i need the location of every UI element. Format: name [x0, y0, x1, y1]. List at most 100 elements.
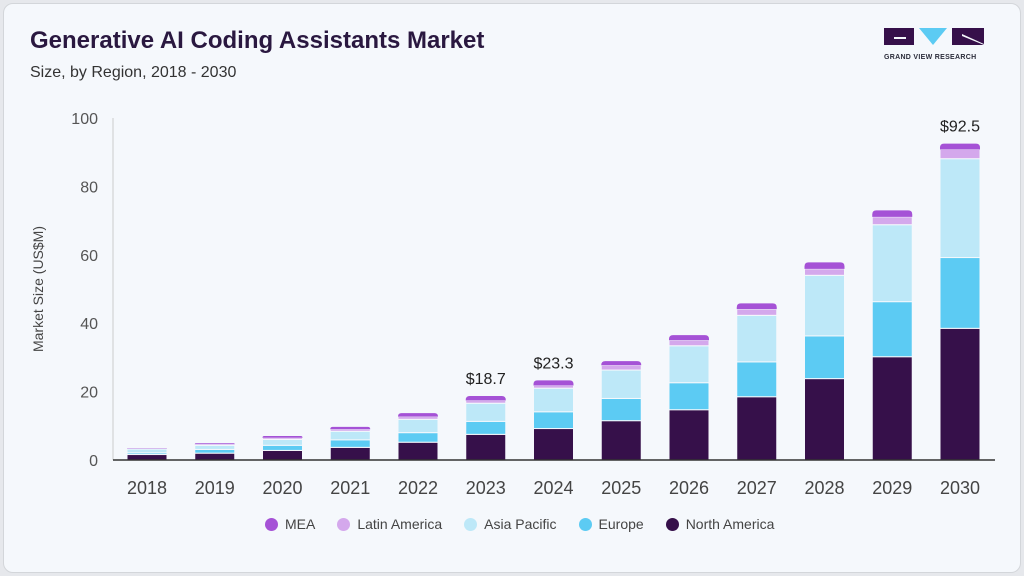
bar-segment-latin-america: [939, 148, 981, 160]
legend-label: Asia Pacific: [484, 516, 557, 532]
bar-segment-asia-pacific: [397, 418, 439, 434]
legend-item[interactable]: Europe: [578, 516, 644, 532]
y-tick-label: 40: [80, 316, 98, 333]
bar-segment-latin-america: [465, 399, 507, 404]
bar-segment-mea: [194, 443, 235, 445]
bar-segment-europe: [600, 397, 642, 422]
bar-segment-asia-pacific: [126, 448, 168, 454]
bar-stack: [668, 335, 710, 461]
bar-segment-north-america: [533, 428, 574, 461]
bar-stack: [736, 303, 778, 461]
x-tick-label: 2030: [940, 478, 980, 498]
chart-card: [3, 3, 1021, 573]
bar-segment-europe: [736, 361, 778, 398]
legend-swatch-icon: [265, 517, 278, 531]
bar-segment-north-america: [329, 446, 371, 461]
bar-stack: [329, 426, 371, 461]
bar-segment-asia-pacific: [736, 314, 778, 363]
y-axis: 0 20 40 60 80 100: [71, 111, 114, 470]
legend-swatch-icon: [464, 517, 478, 531]
legend-swatch-icon: [578, 517, 592, 531]
bar-segment-latin-america: [804, 268, 845, 276]
y-tick-label: 20: [80, 385, 98, 402]
legend-swatch-icon: [665, 517, 679, 531]
bar-segment-latin-america: [194, 443, 236, 446]
legend-item[interactable]: Latin America: [337, 516, 442, 532]
bar-segment-north-america: [668, 409, 710, 461]
bar-segment-asia-pacific: [465, 402, 507, 422]
bar-segment-asia-pacific: [804, 274, 845, 337]
bar-segment-north-america: [939, 327, 981, 461]
bar-segment-mea: [669, 335, 709, 341]
logo-mark-icon: [884, 28, 984, 45]
bar-stack: [126, 448, 168, 461]
y-axis-label: Market Size (US$M): [30, 226, 46, 352]
x-tick-label: 2019: [195, 478, 235, 498]
bar-segment-north-america: [194, 452, 236, 461]
bar-stack: [262, 436, 303, 461]
legend-item[interactable]: MEA: [265, 516, 315, 532]
bar-segment-asia-pacific: [600, 369, 642, 399]
x-tick-label: 2018: [127, 478, 167, 498]
x-tick-label: 2027: [737, 478, 777, 498]
bar-segment-asia-pacific: [871, 224, 913, 303]
x-tick-label: 2021: [330, 478, 370, 498]
bar-segment-asia-pacific: [939, 158, 981, 259]
x-tick-label: 2025: [601, 478, 641, 498]
legend-label: Europe: [598, 516, 644, 532]
bar-segment-europe: [329, 439, 371, 448]
bar-segment-asia-pacific: [668, 345, 710, 384]
bar-segment-mea: [330, 426, 371, 430]
bar-segment-north-america: [804, 378, 845, 461]
bar-stack: [939, 143, 981, 461]
bar-segment-europe: [804, 335, 845, 380]
bar-segment-europe: [194, 448, 236, 454]
x-tick-label: 2020: [262, 478, 302, 498]
legend-item[interactable]: Asia Pacific: [464, 516, 557, 532]
bar-segment-mea: [940, 143, 980, 150]
bar-segment-latin-america: [600, 364, 642, 371]
bar-segment-asia-pacific: [262, 438, 303, 446]
x-tick-label: 2022: [398, 478, 438, 498]
y-tick-label: 100: [71, 111, 98, 128]
bar-segment-north-america: [736, 396, 778, 461]
bar-segment-mea: [262, 436, 303, 438]
bar-segment-europe: [465, 420, 507, 435]
bar-segment-asia-pacific: [533, 387, 574, 413]
bar-segment-asia-pacific: [329, 430, 371, 441]
bar-segment-mea: [398, 413, 438, 417]
bar-segment-north-america: [600, 420, 642, 461]
bar-segment-europe: [397, 432, 439, 443]
x-tick-label: 2026: [669, 478, 709, 498]
legend-label: MEA: [285, 516, 316, 532]
bar-segment-mea: [736, 303, 777, 310]
bar-segment-north-america: [397, 441, 439, 461]
chart-subtitle: Size, by Region, 2018 - 2030: [30, 64, 237, 81]
bar-segment-north-america: [465, 433, 507, 461]
grand-view-research-logo: GRAND VIEW RESEARCH: [884, 28, 984, 61]
bar-segment-latin-america: [871, 216, 913, 226]
y-tick-label: 0: [89, 453, 98, 470]
legend-swatch-icon: [337, 517, 351, 531]
bar-segment-latin-america: [262, 437, 303, 440]
logo-text: GRAND VIEW RESEARCH: [884, 54, 977, 61]
x-tick-label: 2029: [872, 478, 912, 498]
legend-item[interactable]: North America: [665, 516, 774, 532]
bar-segment-latin-america: [329, 428, 371, 432]
bar-stack: [397, 413, 439, 461]
bar-segment-mea: [601, 361, 642, 366]
bar-segment-latin-america: [736, 308, 778, 316]
x-tick-label: 2024: [533, 478, 573, 498]
chart-title: Generative AI Coding Assistants Market: [30, 27, 485, 54]
bar-stack: [804, 262, 845, 461]
bar-stack: [600, 361, 642, 461]
data-label: $92.5: [940, 119, 980, 136]
data-label: $23.3: [533, 355, 573, 372]
y-tick-label: 80: [80, 179, 98, 196]
bar-segment-north-america: [126, 454, 168, 461]
bar-segment-latin-america: [397, 416, 439, 420]
bars: $18.7 $23.3 $92.5: [126, 119, 981, 461]
bar-segment-mea: [804, 262, 845, 269]
legend-label: Latin America: [357, 516, 443, 532]
